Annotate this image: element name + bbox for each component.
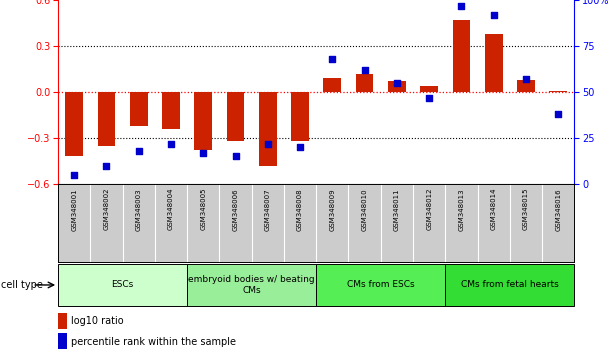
Bar	[453, 20, 470, 92]
Point	[554, 111, 563, 117]
Text: GSM348002: GSM348002	[103, 188, 109, 230]
Text: GSM348014: GSM348014	[491, 188, 497, 230]
Text: GSM348016: GSM348016	[555, 188, 562, 230]
Text: GSM348001: GSM348001	[71, 188, 77, 230]
Bar	[65, 92, 83, 156]
Bar	[356, 74, 373, 92]
Point	[360, 67, 370, 73]
Bar	[227, 92, 244, 141]
Bar	[485, 34, 502, 92]
Text: GSM348009: GSM348009	[329, 188, 335, 230]
Bar	[420, 86, 438, 92]
Point	[199, 150, 208, 156]
Text: percentile rank within the sample: percentile rank within the sample	[71, 337, 236, 347]
Text: GSM348013: GSM348013	[458, 188, 464, 230]
Point	[230, 154, 240, 159]
Bar	[130, 92, 148, 126]
Point	[489, 12, 499, 18]
Text: GSM348012: GSM348012	[426, 188, 432, 230]
Text: GSM348008: GSM348008	[297, 188, 303, 230]
Text: ESCs: ESCs	[111, 280, 134, 290]
Text: GSM348007: GSM348007	[265, 188, 271, 230]
Bar	[549, 91, 567, 92]
Point	[521, 76, 531, 82]
Text: CMs from fetal hearts: CMs from fetal hearts	[461, 280, 558, 290]
Text: CMs from ESCs: CMs from ESCs	[347, 280, 414, 290]
Bar	[187, 264, 316, 306]
Bar	[323, 78, 341, 92]
Bar	[58, 264, 187, 306]
Point	[392, 80, 402, 86]
Text: GSM348005: GSM348005	[200, 188, 207, 230]
Text: GSM348010: GSM348010	[362, 188, 368, 230]
Point	[295, 144, 305, 150]
Bar	[388, 81, 406, 92]
Bar	[259, 92, 277, 166]
Bar	[58, 313, 67, 329]
Bar	[291, 92, 309, 141]
Point	[166, 141, 176, 147]
Point	[456, 3, 466, 8]
Text: GSM348011: GSM348011	[394, 188, 400, 230]
Point	[263, 141, 273, 147]
Bar	[445, 264, 574, 306]
Bar	[316, 264, 445, 306]
Bar	[98, 92, 115, 146]
Bar	[162, 92, 180, 129]
Point	[327, 56, 337, 62]
Point	[101, 163, 111, 169]
Text: GSM348004: GSM348004	[168, 188, 174, 230]
Point	[69, 172, 79, 178]
Bar	[517, 80, 535, 92]
Text: embryoid bodies w/ beating
CMs: embryoid bodies w/ beating CMs	[188, 275, 315, 295]
Point	[424, 95, 434, 101]
Text: GSM348015: GSM348015	[523, 188, 529, 230]
Point	[134, 148, 144, 154]
Text: GSM348006: GSM348006	[233, 188, 238, 230]
Bar	[58, 333, 67, 349]
Text: log10 ratio: log10 ratio	[71, 316, 123, 326]
Bar	[194, 92, 212, 150]
Text: cell type: cell type	[1, 280, 43, 290]
Text: GSM348003: GSM348003	[136, 188, 142, 230]
